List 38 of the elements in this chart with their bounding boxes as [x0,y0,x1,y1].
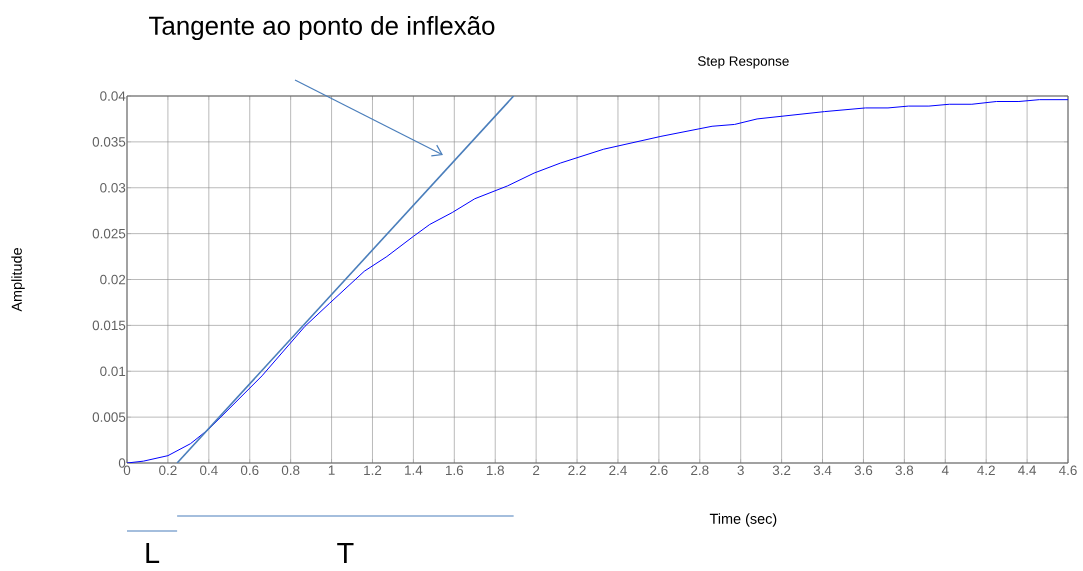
x-tick-label: 0.8 [281,465,300,476]
x-tick-label: 3.6 [854,465,873,476]
x-tick-label: 1.2 [364,465,382,475]
x-tick-label: 2.2 [568,465,586,475]
x-tick-label: 0.2 [159,465,177,476]
text: T [337,543,354,563]
x-tick-label: 0.6 [240,465,259,476]
text: L [146,543,160,563]
x-tick-label: 2 [533,465,540,475]
x-tick-label: 3.4 [813,465,832,476]
x-tick-label: 4.4 [1018,465,1037,475]
x-axis-title: Time (sec) [709,513,777,527]
x-tick-label: 3.8 [895,465,914,476]
x-tick-label: 2.8 [691,465,709,476]
x-tick-label: 2.4 [609,465,627,475]
x-tick-label: 4.6 [1058,465,1077,476]
x-tick-label: 4.2 [977,465,995,475]
x-tick-label: 4 [941,465,949,475]
x-tick-label: 1.4 [405,465,423,475]
x-tick-label: 0.4 [200,465,218,476]
y-tick-label: 0.04 [100,91,126,101]
x-tick-label: 1 [328,465,335,475]
y-tick-label: 0.015 [92,320,126,331]
y-tick-label: 0.035 [92,137,126,147]
x-tick-label: 1.6 [445,465,464,476]
x-tick-label: 2.6 [650,465,668,476]
y-tick-label: 0.02 [100,274,126,285]
y-axis-title: Amplitude [11,248,25,312]
y-tick-label: 0.03 [100,182,126,193]
text: Tangente ao ponto de inflexão [149,15,495,41]
y-tick-label: 0.025 [92,228,126,239]
x-tick-label: 1.8 [486,465,504,476]
y-tick-label: 0.005 [92,412,126,422]
line-series [127,99,1069,463]
chart-title: Step Response [697,56,789,69]
y-tick-label: 0.01 [100,366,126,376]
x-tick-label: 3.2 [772,465,791,476]
x-tick-label: 3 [737,465,744,476]
